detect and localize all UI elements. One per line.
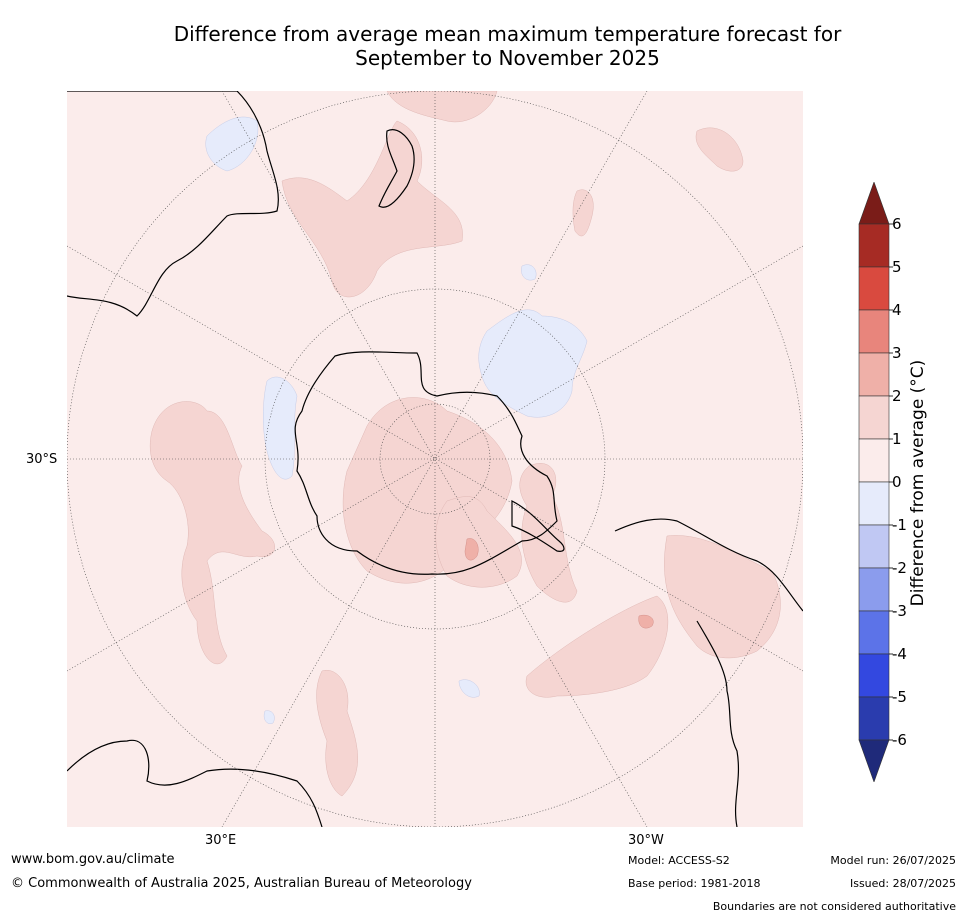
warm-patch-south-america — [664, 535, 781, 659]
warm-patch-indian — [149, 401, 275, 665]
colorbar-band — [858, 438, 890, 483]
colorbar-title: Difference from average (°C) — [908, 359, 928, 607]
cool-patch-small-2 — [458, 679, 480, 698]
warm-patch-south-pacific — [572, 189, 594, 237]
colorbar-band — [858, 352, 890, 397]
colorbar-bands — [858, 182, 890, 782]
hot-patch-2 — [638, 614, 654, 629]
footer-copyright: © Commonwealth of Australia 2025, Austra… — [11, 876, 472, 891]
graticule — [67, 91, 803, 827]
axis-label-30w: 30°W — [628, 833, 664, 848]
grid-meridian-30w — [221, 91, 648, 827]
warm-patch-southwest — [316, 669, 358, 797]
cool-patch-pacific — [478, 309, 588, 418]
grid-meridian-30e — [221, 91, 648, 827]
colorbar-tick-label: 2 — [892, 387, 902, 405]
cool-patch-small-1 — [521, 264, 537, 281]
colorbar-tick-label: -3 — [892, 602, 907, 620]
hot-anomaly-patches — [464, 538, 654, 629]
colorbar-band — [858, 395, 890, 440]
colorbar-band — [858, 481, 890, 526]
colorbar-band — [858, 309, 890, 354]
coast-antarctica — [294, 351, 558, 575]
warm-patch-northtop — [386, 91, 498, 123]
colorbar-tick-label: -6 — [892, 731, 907, 749]
coast-south-america — [614, 518, 803, 827]
colorbar-band — [858, 610, 890, 655]
warm-patch-drake — [435, 496, 522, 588]
grid-meridian-60e — [67, 245, 803, 672]
cool-anomaly-patches — [205, 116, 588, 724]
map-title-line-1: Difference from average mean maximum tem… — [173, 22, 842, 46]
warm-patch-north-east — [695, 127, 744, 172]
warm-anomaly-patches — [149, 91, 781, 797]
cool-patch-small-3 — [263, 710, 275, 724]
grid-meridian-60w — [67, 245, 803, 672]
map-title-line-2: September to November 2025 — [355, 46, 660, 70]
axis-label-30e: 30°E — [205, 833, 237, 848]
coast-new-zealand — [378, 129, 415, 208]
colorbar-band — [858, 524, 890, 569]
footer-model: Model: ACCESS-S2 — [628, 854, 730, 867]
colorbar-tick-label: 6 — [892, 215, 902, 233]
coast-australia — [67, 91, 279, 317]
colorbar-extend-bottom — [858, 739, 890, 782]
map-title: Difference from average mean maximum tem… — [0, 22, 965, 70]
colorbar-tick-label: 3 — [892, 344, 902, 362]
footer-website[interactable]: www.bom.gov.au/climate — [11, 852, 175, 867]
colorbar-band — [858, 223, 890, 268]
colorbar-tick-label: -1 — [892, 516, 907, 534]
cool-patch-indian — [263, 376, 298, 480]
polar-map — [67, 91, 803, 827]
colorbar-tick-label: -5 — [892, 688, 907, 706]
colorbar-band — [858, 696, 890, 741]
coastlines — [67, 91, 803, 827]
footer-issued: Issued: 28/07/2025 — [849, 877, 956, 890]
axis-label-30s: 30°S — [26, 452, 58, 467]
warm-patch-south-atlantic — [525, 595, 669, 698]
colorbar-tick-label: 0 — [892, 473, 902, 491]
colorbar-band — [858, 567, 890, 612]
colorbar-band — [858, 266, 890, 311]
colorbar-tick-label: -2 — [892, 559, 907, 577]
colorbar-band — [858, 653, 890, 698]
coast-africa — [67, 739, 323, 827]
colorbar-tick-label: 1 — [892, 430, 902, 448]
colorbar-tick-label: -4 — [892, 645, 907, 663]
colorbar: 6 5 4 3 2 1 0 -1 -2 -3 -4 -5 -6 — [858, 182, 907, 782]
colorbar-tick-label: 4 — [892, 301, 902, 319]
colorbar-tick-label: 5 — [892, 258, 902, 276]
footer-base-period: Base period: 1981-2018 — [628, 877, 761, 890]
hot-patch-1 — [464, 538, 479, 561]
coast-peninsula — [511, 500, 565, 552]
footer-model-run: Model run: 26/07/2025 — [830, 854, 956, 867]
colorbar-ticks: 6 5 4 3 2 1 0 -1 -2 -3 -4 -5 -6 — [889, 215, 907, 749]
colorbar-extend-top — [858, 182, 890, 225]
footer-disclaimer: Boundaries are not considered authoritat… — [712, 900, 956, 913]
